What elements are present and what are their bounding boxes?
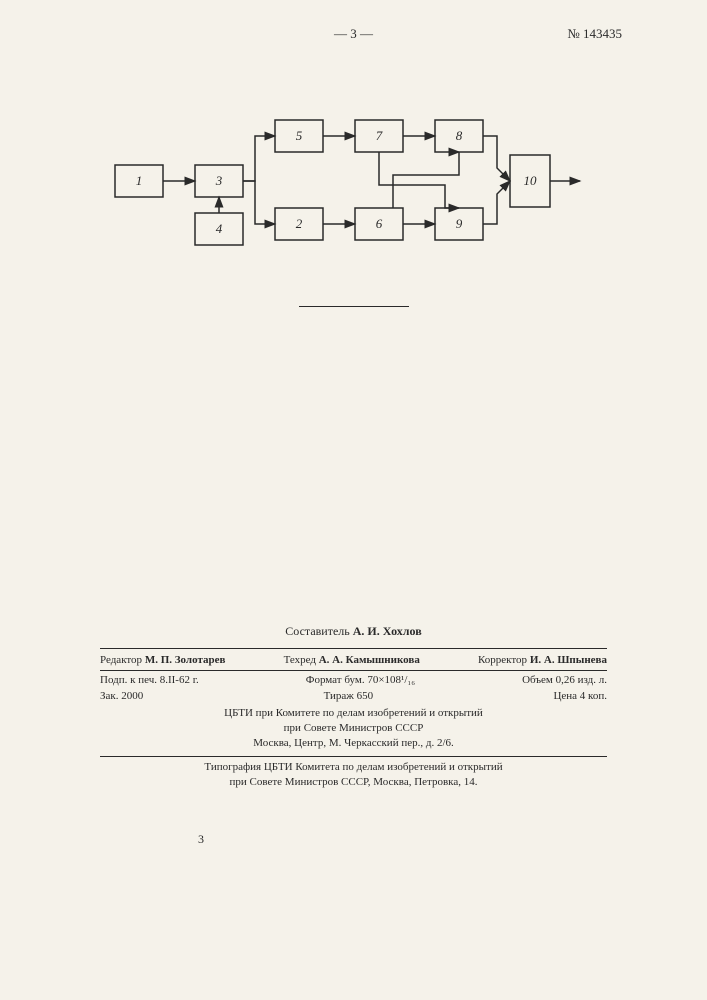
page-root: — 3 — № 143435 1 3 4 5 2 7 6 8 9 10 Составитель А… (0, 0, 707, 1000)
credits-row: Редактор М. П. Золотарев Техред А. А. Ка… (100, 654, 607, 666)
techred-cell: Техред А. А. Камышникова (284, 654, 420, 666)
svg-text:9: 9 (456, 216, 463, 231)
document-number: № 143435 (567, 26, 622, 42)
svg-text:3: 3 (215, 173, 223, 188)
rule-2 (100, 670, 607, 671)
tirazh: Тираж 650 (324, 690, 374, 702)
svg-text:5: 5 (296, 128, 303, 143)
rule-1 (100, 648, 607, 649)
print-row-1: Подп. к печ. 8.II-62 г. Формат бум. 70×1… (100, 674, 607, 686)
typography-line-2: при Совете Министров СССР, Москва, Петро… (100, 775, 607, 790)
print-date: Подп. к печ. 8.II-62 г. (100, 674, 199, 686)
page-number-top: — 3 — (334, 26, 373, 42)
svg-text:10: 10 (524, 173, 538, 188)
corrector-name: И. А. Шпынева (530, 654, 607, 666)
rule-4 (100, 756, 607, 757)
svg-text:2: 2 (296, 216, 303, 231)
editor-name: М. П. Золотарев (145, 654, 226, 666)
paper-format: Формат бум. 70×108¹/₁₆ (306, 674, 415, 686)
publisher-line-2: при Совете Министров СССР (100, 721, 607, 736)
price: Цена 4 коп. (553, 690, 607, 702)
svg-text:8: 8 (456, 128, 463, 143)
diagram-separator (299, 306, 409, 307)
order-number: Зак. 2000 (100, 690, 143, 702)
print-row-2: Зак. 2000 Тираж 650 Цена 4 коп. (100, 690, 607, 702)
corrector-cell: Корректор И. А. Шпынева (478, 654, 607, 666)
page-number-bottom: 3 (198, 832, 204, 847)
compiler-line: Составитель А. И. Хохлов (0, 624, 707, 639)
editor-cell: Редактор М. П. Золотарев (100, 654, 225, 666)
typography-block: Типография ЦБТИ Комитета по делам изобре… (100, 760, 607, 790)
typography-line-1: Типография ЦБТИ Комитета по делам изобре… (100, 760, 607, 775)
svg-text:7: 7 (376, 128, 383, 143)
block-diagram: 1 3 4 5 2 7 6 8 9 10 (105, 100, 585, 280)
techred-prefix: Техред (284, 654, 319, 666)
techred-name: А. А. Камышникова (319, 654, 420, 666)
publisher-block: ЦБТИ при Комитете по делам изобретений и… (100, 706, 607, 751)
editor-prefix: Редактор (100, 654, 145, 666)
publisher-line-1: ЦБТИ при Комитете по делам изобретений и… (100, 706, 607, 721)
svg-text:6: 6 (376, 216, 383, 231)
volume: Объем 0,26 изд. л. (522, 674, 607, 686)
publisher-line-3: Москва, Центр, М. Черкасский пер., д. 2/… (100, 736, 607, 751)
compiler-prefix: Составитель (285, 624, 352, 638)
svg-text:4: 4 (216, 221, 223, 236)
corrector-prefix: Корректор (478, 654, 530, 666)
compiler-name: А. И. Хохлов (353, 624, 422, 638)
svg-text:1: 1 (136, 173, 143, 188)
